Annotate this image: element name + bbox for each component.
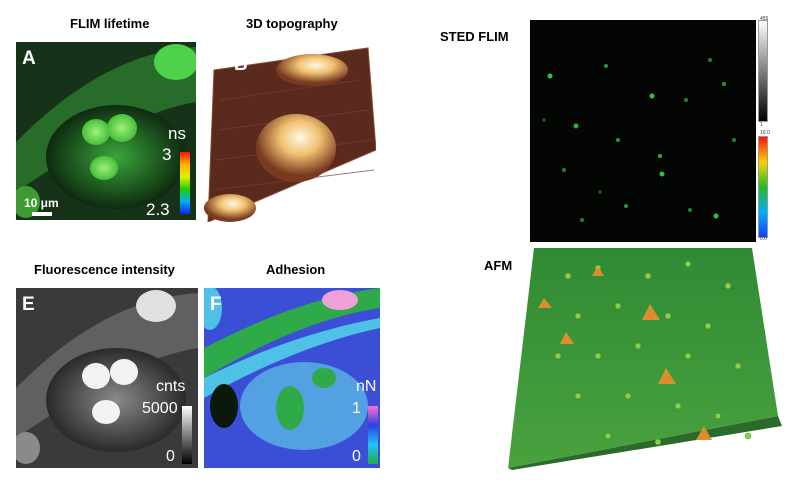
flim-unit: ns [168,124,186,143]
fluorescence-colorbar [182,406,192,464]
flim-min: 2.3 [146,200,170,219]
caption-topography: 3D topography [246,16,338,31]
panel-topography: B [200,40,376,222]
panel-afm [508,246,782,470]
caption-afm: AFM [484,258,513,273]
flim-scalebar-label: 10 μm [24,196,59,210]
caption-adhesion: Adhesion [266,262,326,277]
topography-image [200,40,376,222]
panel-letter-e: E [22,294,35,315]
sted-intensity-max: 455 [760,16,769,22]
adhesion-colorbar [368,406,378,464]
sted-intensity-min: 1 [760,122,763,128]
adhesion-max: 1 [352,400,361,417]
flim-scalebar [32,212,52,216]
adhesion-min: 0 [352,448,361,465]
panel-fluorescence: E cnts 5000 0 [16,288,198,468]
fluorescence-min: 0 [166,448,175,465]
flim-max: 3 [162,145,172,164]
fluorescence-unit: cnts [156,378,186,395]
fluorescence-image [16,288,198,468]
sted-lifetime-colorbar [758,136,768,238]
caption-sted: STED FLIM [440,29,509,44]
caption-fluorescence: Fluorescence intensity [34,262,175,277]
sted-intensity-colorbar [758,20,768,122]
caption-flim: FLIM lifetime [70,16,150,31]
adhesion-image [204,288,380,468]
panel-flim-lifetime: A ns 3 2.3 10 μm [16,42,196,220]
flim-colorbar [180,152,190,214]
adhesion-unit: nN [356,378,377,395]
panel-sted-flim [530,20,756,242]
afm-image [508,248,782,470]
sted-image [542,58,736,222]
panel-letter-b: B [234,54,248,75]
sted-lifetime-min: 0.0 [760,236,767,242]
fluorescence-max: 5000 [142,400,178,417]
panel-letter-a: A [22,48,36,69]
panel-adhesion: F nN 1 0 [204,288,380,468]
flim-image [16,42,196,220]
sted-lifetime-max: 10.0 [760,130,770,136]
panel-letter-f: F [210,294,222,315]
